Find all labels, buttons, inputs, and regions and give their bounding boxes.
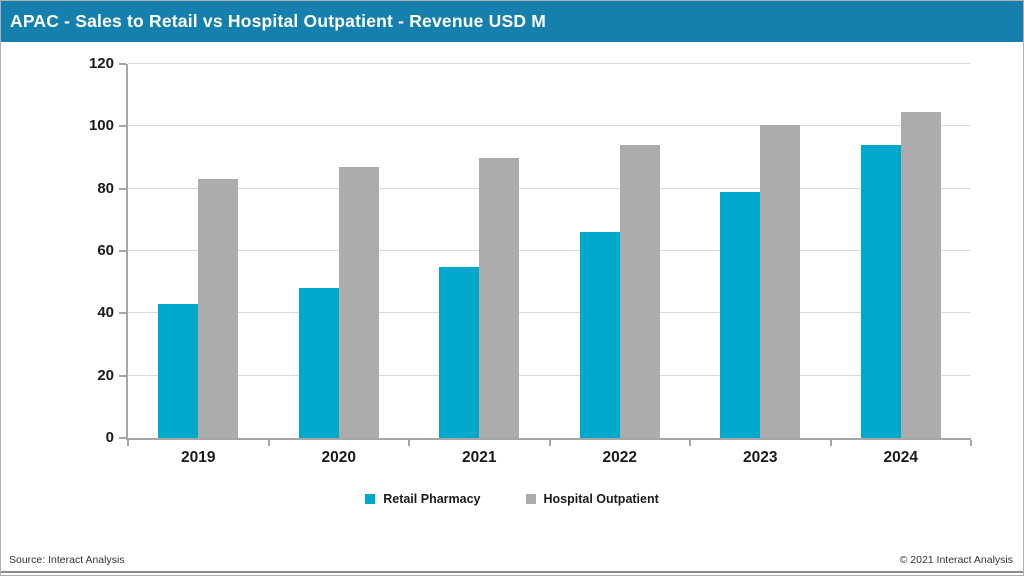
bar-retail-pharmacy-2024 xyxy=(860,145,901,438)
x-tick-label-2021: 2021 xyxy=(462,449,497,466)
x-tick-1 xyxy=(267,440,270,446)
y-tick-80 xyxy=(119,187,126,190)
source-note: Source: Interact Analysis xyxy=(9,554,125,566)
bar-retail-pharmacy-2021 xyxy=(439,266,480,438)
category-group-2020 xyxy=(269,64,410,438)
y-tick-label-0: 0 xyxy=(105,429,114,446)
x-tick-0 xyxy=(127,440,129,446)
category-group-2019 xyxy=(128,64,269,438)
y-tick-label-80: 80 xyxy=(97,179,114,197)
x-tick-3 xyxy=(548,440,551,446)
x-tick-label-2023: 2023 xyxy=(743,449,778,466)
bar-retail-pharmacy-2023 xyxy=(720,191,761,438)
y-axis-line xyxy=(126,64,128,438)
gridline-100 xyxy=(128,125,971,127)
y-tick-label-20: 20 xyxy=(97,366,114,384)
legend-swatch-retail-pharmacy xyxy=(365,494,376,504)
bar-hospital-outpatient-2022 xyxy=(619,145,660,438)
x-axis-labels: 2019 2020 2021 2022 2023 2024 xyxy=(128,449,971,467)
y-tick-60 xyxy=(119,250,126,252)
bar-retail-pharmacy-2020 xyxy=(298,288,339,438)
x-tick-5 xyxy=(829,440,832,446)
x-tick-label-2024: 2024 xyxy=(883,449,918,466)
legend-swatch-hospital-outpatient xyxy=(525,494,536,504)
y-tick-label-40: 40 xyxy=(97,304,114,322)
x-tick-label-2019: 2019 xyxy=(181,449,216,466)
legend-item-retail-pharmacy: Retail Pharmacy xyxy=(365,492,481,506)
x-axis-line xyxy=(126,438,971,440)
x-tick-4 xyxy=(689,440,691,446)
y-tick-label-120: 120 xyxy=(88,55,114,72)
legend-item-hospital-outpatient: Hospital Outpatient xyxy=(525,492,659,506)
gridline-120 xyxy=(128,63,971,64)
bar-hospital-outpatient-2020 xyxy=(338,166,379,438)
y-tick-label-60: 60 xyxy=(97,242,114,259)
legend: Retail Pharmacy Hospital Outpatient xyxy=(1,492,1023,506)
title-bar: APAC - Sales to Retail vs Hospital Outpa… xyxy=(1,1,1023,42)
copyright-note: © 2021 Interact Analysis xyxy=(899,554,1013,566)
bar-hospital-outpatient-2019 xyxy=(198,179,239,438)
bar-hospital-outpatient-2023 xyxy=(760,124,801,438)
category-group-2021 xyxy=(409,64,550,438)
gridline-60 xyxy=(128,250,971,251)
x-tick-2 xyxy=(408,440,410,446)
y-tick-label-100: 100 xyxy=(88,117,114,135)
bar-retail-pharmacy-2019 xyxy=(158,303,199,438)
y-tick-120 xyxy=(119,63,126,65)
category-group-2022 xyxy=(550,64,691,438)
gridline-40 xyxy=(128,312,971,314)
y-tick-100 xyxy=(119,125,126,128)
bar-hospital-outpatient-2024 xyxy=(900,112,941,438)
gridline-20 xyxy=(128,374,971,376)
x-tick-6 xyxy=(970,440,972,446)
bar-hospital-outpatient-2021 xyxy=(479,157,520,438)
x-tick-label-2022: 2022 xyxy=(602,449,637,466)
category-group-2024 xyxy=(831,64,972,438)
legend-label-hospital-outpatient: Hospital Outpatient xyxy=(543,492,659,506)
y-tick-20 xyxy=(119,374,126,377)
chart-title: APAC - Sales to Retail vs Hospital Outpa… xyxy=(10,11,546,31)
bar-retail-pharmacy-2022 xyxy=(579,232,620,438)
plot-area xyxy=(119,63,972,446)
category-group-2023 xyxy=(690,64,831,438)
y-axis-labels: 0 20 40 60 80 100 120 xyxy=(1,55,114,446)
gridline-80 xyxy=(128,187,971,189)
y-tick-40 xyxy=(119,312,126,315)
x-tick-label-2020: 2020 xyxy=(321,449,356,466)
y-tick-0 xyxy=(119,437,126,439)
bottom-divider xyxy=(1,571,1023,573)
legend-label-retail-pharmacy: Retail Pharmacy xyxy=(383,492,481,506)
